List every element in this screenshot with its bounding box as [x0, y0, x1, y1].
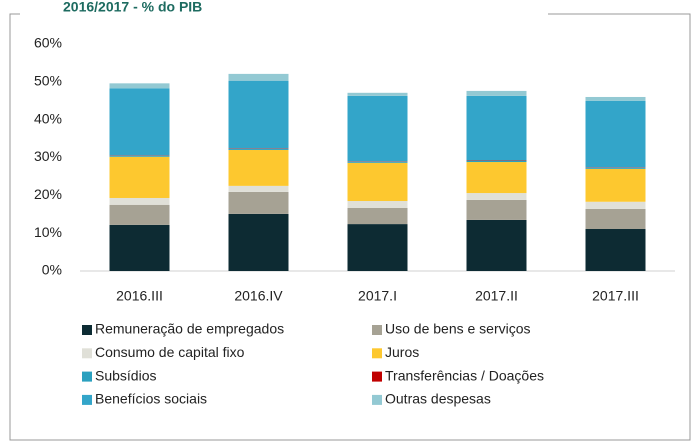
legend-swatch	[82, 371, 92, 382]
bar-segment	[228, 149, 289, 186]
y-tick-label: 20%	[34, 186, 62, 202]
legend-label: Benefícios sociais	[95, 391, 207, 407]
legend-label: Juros	[385, 344, 419, 360]
bar-segment	[347, 161, 408, 163]
bar-segment	[228, 191, 289, 214]
legend-swatch	[372, 371, 382, 382]
legend-label: Remuneração de empregados	[95, 321, 284, 337]
bar-segment	[228, 73, 289, 81]
legend-label: Outras despesas	[385, 391, 491, 407]
legend-label: Consumo de capital fixo	[95, 344, 245, 360]
bar-segment	[585, 96, 646, 101]
bar-segment	[466, 95, 527, 161]
bar-segment	[585, 168, 646, 202]
bar-segment	[109, 156, 170, 198]
bar-segment	[109, 204, 170, 225]
bar-segment	[228, 80, 289, 149]
legend-swatch	[372, 325, 382, 335]
bar-segment	[585, 208, 646, 230]
bar-segment	[585, 229, 646, 271]
bar-segment	[109, 88, 170, 156]
bar-segment	[228, 213, 289, 271]
legend-label: Subsídios	[95, 367, 156, 383]
bar-segment	[347, 95, 408, 162]
bar-segment	[585, 201, 646, 209]
y-tick-label: 50%	[34, 73, 62, 89]
bar-segment	[466, 162, 527, 194]
bar-segment	[347, 224, 408, 271]
y-tick-label: 0%	[42, 262, 62, 278]
y-tick-label: 30%	[34, 148, 62, 164]
bar-segment	[466, 90, 527, 96]
bar-segment	[347, 207, 408, 225]
bar-segment	[466, 199, 527, 220]
bar-segment	[347, 162, 408, 202]
legend-swatch	[82, 394, 92, 405]
bar-segment	[228, 148, 289, 150]
bar-segment	[109, 83, 170, 89]
legend-label: Transferências / Doações	[385, 367, 544, 383]
x-tick-label: 2017.III	[592, 288, 639, 304]
bar-segment	[109, 197, 170, 205]
frame	[9, 13, 691, 441]
bar-segment	[466, 193, 527, 200]
x-tick-label: 2016.III	[116, 288, 163, 304]
bar-segment	[109, 155, 170, 157]
y-tick-label: 10%	[34, 224, 62, 240]
legend-label: Uso de bens e serviços	[385, 321, 531, 337]
y-tick-label: 40%	[34, 110, 62, 126]
legend-swatch	[372, 348, 382, 359]
x-tick-label: 2016.IV	[234, 288, 283, 304]
x-tick-label: 2017.II	[475, 288, 518, 304]
legend-swatch	[82, 348, 92, 359]
chart-title: 2016/2017 - % do PIB	[63, 0, 202, 15]
legend-swatch	[82, 325, 92, 335]
bar-segment	[585, 100, 646, 168]
legend-swatch	[372, 394, 382, 405]
bar-segment	[585, 167, 646, 169]
x-tick-label: 2017.I	[358, 288, 397, 304]
bar-segment	[228, 185, 289, 192]
bar-segment	[109, 224, 170, 271]
bar-segment	[466, 160, 527, 163]
y-tick-label: 60%	[34, 35, 62, 51]
bar-segment	[347, 92, 408, 96]
bar-segment	[347, 201, 408, 208]
bar-segment	[466, 219, 527, 271]
